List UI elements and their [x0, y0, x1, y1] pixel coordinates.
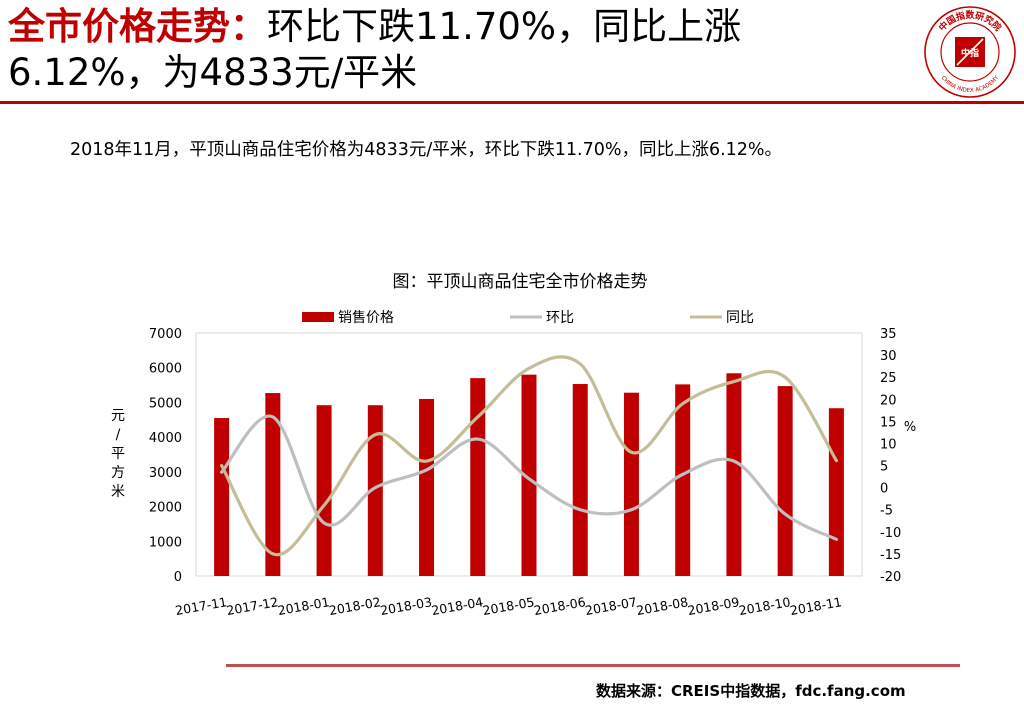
y2-tick-label: 30: [880, 349, 897, 364]
chart-axes: 0 1000 2000 3000 4000 5000 6000 7000 -20 -15 -10 -5…: [111, 327, 916, 618]
y-tick-label: 2000: [149, 501, 182, 516]
x-tick-label: 2018-03: [379, 594, 433, 618]
bar-2018-01: [316, 405, 332, 576]
x-tick-label: 2018-02: [328, 594, 382, 618]
x-tick-label: 2018-09: [686, 594, 740, 618]
bar-2018-05: [521, 374, 537, 576]
y2-tick-label: 25: [880, 371, 897, 386]
line-mom: [220, 414, 838, 541]
y-tick-label: 7000: [149, 327, 182, 342]
chart-legend: 销售价格 环比 同比: [302, 310, 754, 326]
bar-2018-10: [777, 386, 793, 576]
y-tick-label: 1000: [149, 535, 182, 550]
line-yoy: [220, 355, 838, 557]
bar-2018-06: [572, 384, 588, 576]
footer-divider: [226, 664, 960, 667]
legend-sales-price-label: 销售价格: [338, 310, 394, 326]
summary-text: 2018年11月，平顶山商品住宅价格为4833元/平米，环比下跌11.70%，同…: [70, 140, 783, 160]
bar-series: [214, 373, 844, 576]
bar-2018-04: [470, 378, 486, 576]
x-tick-label: 2018-05: [481, 594, 535, 618]
x-tick-label: 2018-08: [635, 594, 689, 618]
svg-text:中国指数研究院: 中国指数研究院: [936, 9, 1004, 34]
chart-title: 图：平顶山商品住宅全市价格走势: [393, 272, 648, 292]
x-tick-label: 2018-11: [789, 594, 843, 618]
x-tick-label: 2017-11: [174, 594, 228, 618]
y2-tick-label: 20: [880, 393, 897, 408]
title-divider: [0, 101, 1024, 104]
y-axis-label: 元/平方米: [111, 408, 125, 500]
bar-2018-03: [419, 398, 435, 576]
y-tick-label: 4000: [149, 431, 182, 446]
bar-2018-07: [623, 392, 639, 576]
y-tick-label: 6000: [149, 362, 182, 377]
bar-2017-11: [214, 418, 230, 576]
x-tick-label: 2017-12: [225, 594, 279, 618]
title-rest: 环比下跌11.70%，同比上涨6.12%，为4833元/平米: [8, 5, 742, 94]
y-tick-label: 0: [174, 570, 182, 585]
y-tick-label: 3000: [149, 466, 182, 481]
y2-axis-label: %: [904, 420, 916, 435]
china-index-academy-logo: 中国指数研究院 CHINA INDEX ACADEMY 中指: [924, 6, 1016, 98]
x-tick-label: 2018-06: [533, 594, 587, 618]
page-title: 全市价格走势：环比下跌11.70%，同比上涨6.12%，为4833元/平米: [8, 4, 888, 96]
y2-tick-label: -20: [880, 570, 901, 585]
legend-mom-label: 环比: [546, 310, 574, 326]
x-tick-label: 2018-07: [584, 594, 638, 618]
y2-tick-label: 5: [880, 460, 888, 475]
legend-yoy-label: 同比: [726, 310, 754, 326]
y2-tick-label: -5: [880, 504, 893, 519]
title-highlight: 全市价格走势：: [8, 5, 267, 48]
bar-2018-08: [675, 384, 691, 576]
y2-tick-label: 10: [880, 437, 897, 452]
y2-tick-label: 15: [880, 415, 897, 430]
bar-2018-11: [828, 408, 844, 576]
y2-tick-label: -10: [880, 526, 901, 541]
y2-tick-label: -15: [880, 548, 901, 563]
bar-2018-09: [726, 373, 742, 576]
y2-tick-label: 0: [880, 482, 888, 497]
x-tick-label: 2018-01: [277, 594, 331, 618]
svg-text:中指: 中指: [961, 47, 979, 59]
bar-2018-02: [367, 405, 383, 576]
x-tick-label: 2018-04: [430, 594, 484, 618]
legend-sales-price-swatch: [302, 312, 334, 322]
bar-2017-12: [265, 393, 281, 576]
data-source: 数据来源：CREIS中指数据，fdc.fang.com: [596, 682, 906, 700]
y2-tick-label: 35: [880, 327, 897, 342]
price-trend-chart: 图：平顶山商品住宅全市价格走势 销售价格 环比 同比 0 1000 2000 3000 40…: [111, 272, 916, 618]
y-tick-label: 5000: [149, 396, 182, 411]
line-series: [220, 355, 838, 557]
x-tick-label: 2018-10: [738, 594, 792, 618]
